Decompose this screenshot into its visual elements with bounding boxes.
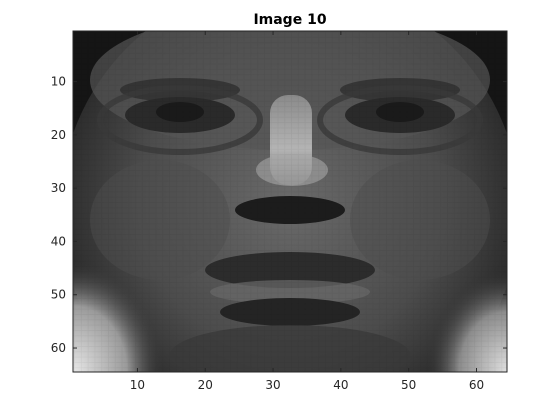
y-tick-label: 50 <box>51 288 66 302</box>
y-tick-label: 60 <box>51 341 66 355</box>
x-tick-label: 40 <box>333 378 348 392</box>
x-tick-label: 60 <box>469 378 484 392</box>
y-tick-label: 40 <box>51 234 66 248</box>
y-tick-label: 30 <box>51 181 66 195</box>
y-tick-label: 20 <box>51 128 66 142</box>
y-axis: 10 20 30 40 50 60 <box>51 75 507 355</box>
x-tick-label: 20 <box>198 378 213 392</box>
figure-title: Image 10 <box>253 12 326 28</box>
y-tick-label: 10 <box>51 75 66 89</box>
x-tick-label: 30 <box>265 378 280 392</box>
axes-frame <box>72 30 508 373</box>
x-tick-label: 10 <box>130 378 145 392</box>
x-tick-label: 50 <box>401 378 416 392</box>
face-image <box>73 31 507 372</box>
x-axis: 10 20 30 40 50 60 <box>130 31 484 392</box>
